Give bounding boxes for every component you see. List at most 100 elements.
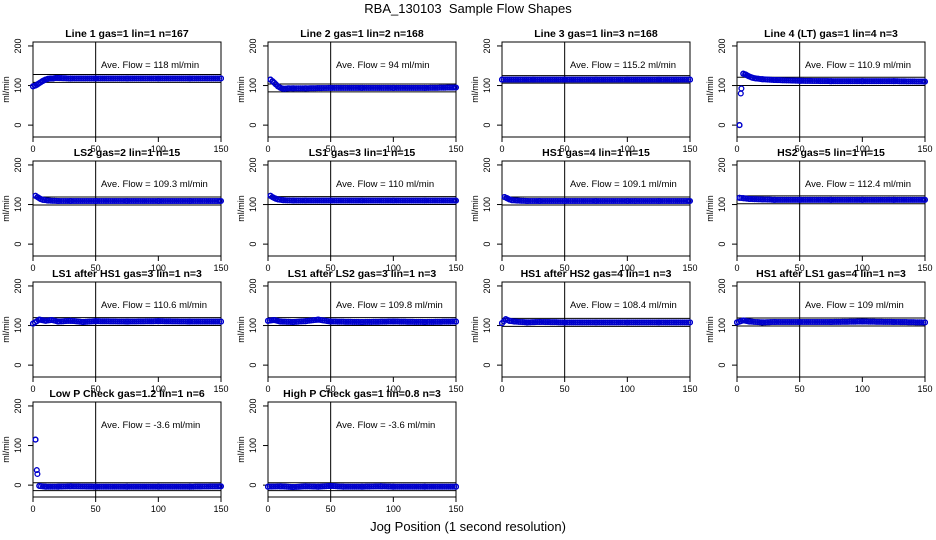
data-point — [592, 319, 600, 326]
data-point — [105, 483, 112, 490]
data-point — [310, 85, 317, 92]
data-point — [639, 319, 647, 326]
data-point — [873, 78, 880, 85]
y-axis-label: ml/min — [1, 316, 11, 343]
data-point — [544, 197, 551, 205]
x-tick-label: 50 — [91, 263, 101, 273]
data-point — [186, 483, 193, 490]
x-tick-label: 100 — [151, 263, 166, 273]
data-point — [295, 85, 302, 92]
x-tick-label: 100 — [620, 144, 635, 154]
y-axis-label: ml/min — [705, 195, 715, 222]
data-point — [814, 318, 821, 326]
data-point — [737, 90, 744, 97]
data-point — [336, 318, 343, 325]
data-point — [396, 483, 403, 490]
data-point — [452, 84, 460, 91]
plot-frame — [32, 281, 222, 378]
data-point — [172, 75, 179, 82]
data-point — [67, 317, 74, 324]
data-point — [842, 318, 850, 325]
data-point — [653, 197, 660, 205]
data-point — [169, 75, 176, 82]
data-point — [277, 483, 284, 490]
data-point — [748, 74, 756, 81]
data-point — [302, 318, 309, 325]
data-point — [921, 78, 929, 85]
data-point — [370, 197, 377, 204]
data-point — [443, 318, 450, 325]
data-point — [210, 75, 217, 82]
y-tick-label: 100 — [13, 197, 23, 212]
y-axis-label: ml/min — [236, 195, 246, 222]
average-flow-annotation: Ave. Flow = 118 ml/min — [101, 60, 199, 71]
data-point — [579, 319, 586, 326]
data-point — [190, 197, 197, 205]
data-point — [216, 75, 223, 82]
data-point — [668, 76, 675, 83]
data-point — [152, 483, 159, 490]
data-point — [217, 318, 225, 325]
data-point — [554, 197, 561, 205]
x-tick-label: 100 — [386, 144, 401, 154]
data-point — [609, 319, 616, 326]
data-point — [55, 74, 62, 82]
data-point — [133, 75, 140, 82]
data-point — [217, 197, 225, 205]
data-point — [129, 318, 136, 325]
data-point — [601, 197, 608, 205]
data-point — [340, 84, 347, 91]
data-point — [890, 318, 897, 326]
data-point — [277, 318, 284, 325]
data-point — [271, 316, 278, 324]
main-title: RBA_130103 Sample Flow Shapes — [364, 1, 572, 16]
data-point — [859, 318, 866, 325]
data-point — [438, 84, 445, 91]
data-point — [314, 197, 321, 204]
data-point — [182, 197, 189, 205]
data-point — [638, 76, 645, 83]
data-point — [407, 318, 414, 325]
data-point — [133, 197, 141, 205]
average-flow-annotation: Ave. Flow = 109 ml/min — [805, 300, 904, 311]
data-point — [327, 84, 334, 91]
data-point — [323, 197, 330, 204]
data-point — [320, 84, 327, 92]
data-point — [576, 197, 583, 205]
data-point — [602, 197, 610, 205]
data-point — [95, 75, 102, 82]
data-point — [116, 75, 123, 82]
data-point — [883, 196, 890, 203]
data-point — [640, 197, 647, 205]
data-point — [846, 318, 853, 325]
data-point — [405, 318, 413, 325]
data-point — [180, 75, 187, 82]
data-point — [774, 196, 781, 203]
data-point — [172, 318, 179, 325]
data-point — [402, 483, 409, 490]
data-point — [557, 197, 564, 205]
data-point — [677, 319, 684, 326]
data-point — [387, 84, 394, 91]
data-point — [786, 318, 793, 326]
data-point — [92, 318, 99, 325]
data-point — [645, 319, 652, 326]
data-point — [434, 318, 441, 325]
data-point — [103, 483, 110, 490]
data-point — [421, 84, 428, 91]
data-point — [679, 319, 686, 326]
data-point — [80, 318, 87, 326]
data-point — [107, 318, 114, 325]
data-point — [686, 197, 694, 205]
data-point — [569, 197, 576, 205]
data-point — [921, 196, 929, 203]
data-point — [370, 84, 377, 91]
data-point — [406, 197, 413, 204]
data-point — [342, 483, 349, 490]
data-point — [192, 197, 199, 205]
data-point — [445, 483, 452, 490]
panel-title: LS2 gas=2 lin=1 n=15 — [74, 147, 181, 159]
data-point — [142, 75, 149, 82]
average-flow-annotation: Ave. Flow = -3.6 ml/min — [101, 420, 200, 431]
